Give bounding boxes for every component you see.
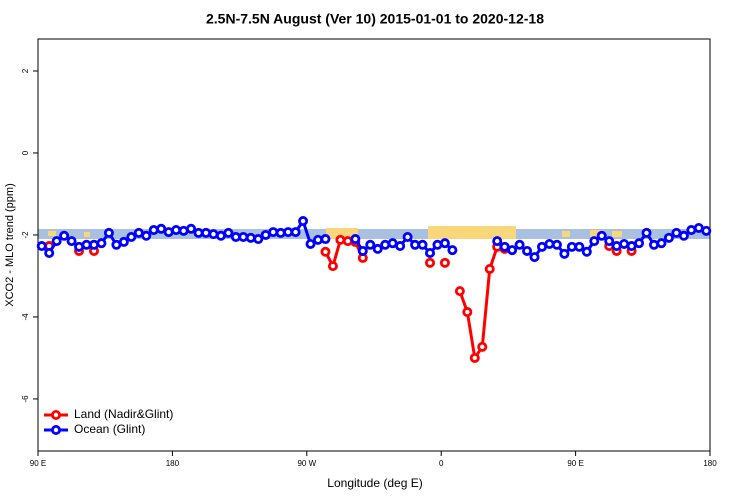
y-tick-label: -6 (21, 395, 30, 403)
point (59, 230, 70, 241)
point (551, 239, 562, 250)
point (335, 234, 346, 245)
point (469, 352, 480, 363)
point (245, 232, 256, 243)
y-axis-label: XCO2 - MLO trend (ppm) (4, 183, 16, 306)
point (305, 238, 316, 249)
point (477, 341, 488, 352)
chart-title: 2.5N-7.5N August (Ver 10) 2015-01-01 to … (206, 11, 544, 27)
legend-label: Land (Nadir&Glint) (74, 407, 173, 421)
point (290, 227, 301, 238)
point (275, 227, 286, 238)
point (118, 236, 129, 247)
point (36, 241, 47, 252)
y-tick-label: -4 (21, 313, 30, 321)
x-tick-label: 0 (439, 459, 444, 468)
point (96, 238, 107, 249)
point (484, 263, 495, 274)
point (238, 232, 249, 243)
point (544, 238, 555, 249)
point (447, 245, 458, 256)
point (320, 234, 331, 245)
point (350, 234, 361, 245)
point (634, 238, 645, 249)
point (678, 230, 689, 241)
point (44, 247, 55, 258)
point (89, 239, 100, 250)
point (454, 286, 465, 297)
point (432, 239, 443, 250)
point (380, 239, 391, 250)
series-line (325, 240, 631, 358)
point (253, 234, 264, 245)
point (641, 227, 652, 238)
point (499, 241, 510, 252)
x-tick-label: 180 (166, 459, 180, 468)
point (417, 239, 428, 250)
point (514, 239, 525, 250)
point (439, 257, 450, 268)
point (596, 230, 607, 241)
point (424, 257, 435, 268)
point (268, 227, 279, 238)
point (589, 236, 600, 247)
point (581, 246, 592, 257)
point (395, 241, 406, 252)
point (357, 245, 368, 256)
point (298, 216, 309, 227)
point (148, 225, 159, 236)
y-tick-label: -2 (21, 231, 30, 239)
point (663, 232, 674, 243)
point (462, 307, 473, 318)
point (320, 246, 331, 257)
point (141, 230, 152, 241)
point (327, 261, 338, 272)
legend-marker (51, 424, 62, 435)
point (439, 238, 450, 249)
y-tick-label: 2 (21, 68, 30, 73)
point (51, 236, 62, 247)
point (559, 248, 570, 259)
point (574, 241, 585, 252)
point (103, 227, 114, 238)
point (424, 247, 435, 258)
point (529, 252, 540, 263)
legend-label: Ocean (Glint) (74, 422, 145, 436)
point (223, 227, 234, 238)
legend-marker (51, 409, 62, 420)
x-axis-label: Longitude (deg E) (327, 476, 422, 490)
point (492, 236, 503, 247)
x-tick-label: 180 (703, 459, 717, 468)
x-tick-label: 90 E (30, 459, 46, 468)
map-band (38, 226, 710, 239)
point (171, 225, 182, 236)
point (372, 243, 383, 254)
point (701, 225, 712, 236)
y-tick-label: 0 (21, 150, 30, 155)
point (507, 245, 518, 256)
point (312, 234, 323, 245)
point (365, 239, 376, 250)
point (66, 236, 77, 247)
point (402, 232, 413, 243)
x-tick-label: 90 W (297, 459, 316, 468)
x-tick-label: 90 E (567, 459, 583, 468)
point (200, 227, 211, 238)
point (208, 229, 219, 240)
point (522, 245, 533, 256)
point (186, 223, 197, 234)
point (604, 236, 615, 247)
point (649, 239, 660, 250)
point (156, 223, 167, 234)
point (656, 238, 667, 249)
point (126, 232, 137, 243)
